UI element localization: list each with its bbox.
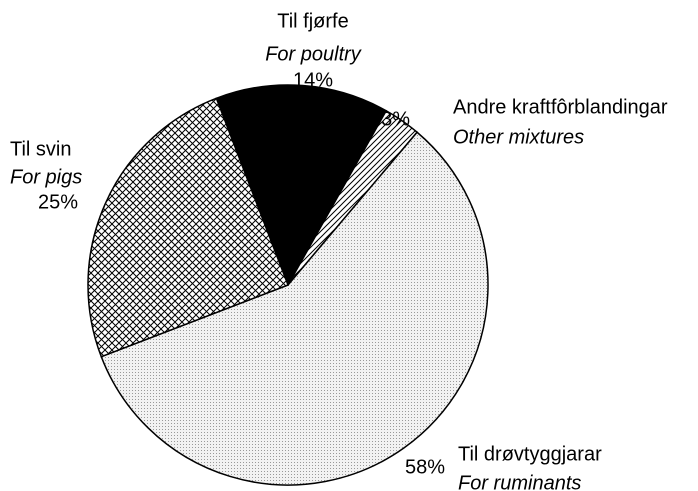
pie-slice — [87, 97, 289, 358]
slice-label: Andre kraftfôrblandingar — [453, 96, 668, 118]
value-label: 58% — [405, 456, 445, 478]
value-label: 3% — [381, 108, 410, 130]
value-label: 25% — [38, 191, 78, 213]
slice-label-en: For poultry — [265, 43, 362, 65]
slice-label-en: Other mixtures — [453, 126, 584, 148]
value-label: 14% — [293, 69, 333, 91]
slice-label-en: For ruminants — [458, 472, 581, 491]
slice-label-en: For pigs — [10, 166, 82, 188]
slice-label: Til svin — [10, 138, 71, 160]
pie-slice — [215, 84, 388, 287]
pie-slice — [100, 131, 489, 486]
slice-label: Til drøvtyggjarar — [458, 443, 602, 465]
slice-label: Til fjørfe — [277, 10, 348, 32]
